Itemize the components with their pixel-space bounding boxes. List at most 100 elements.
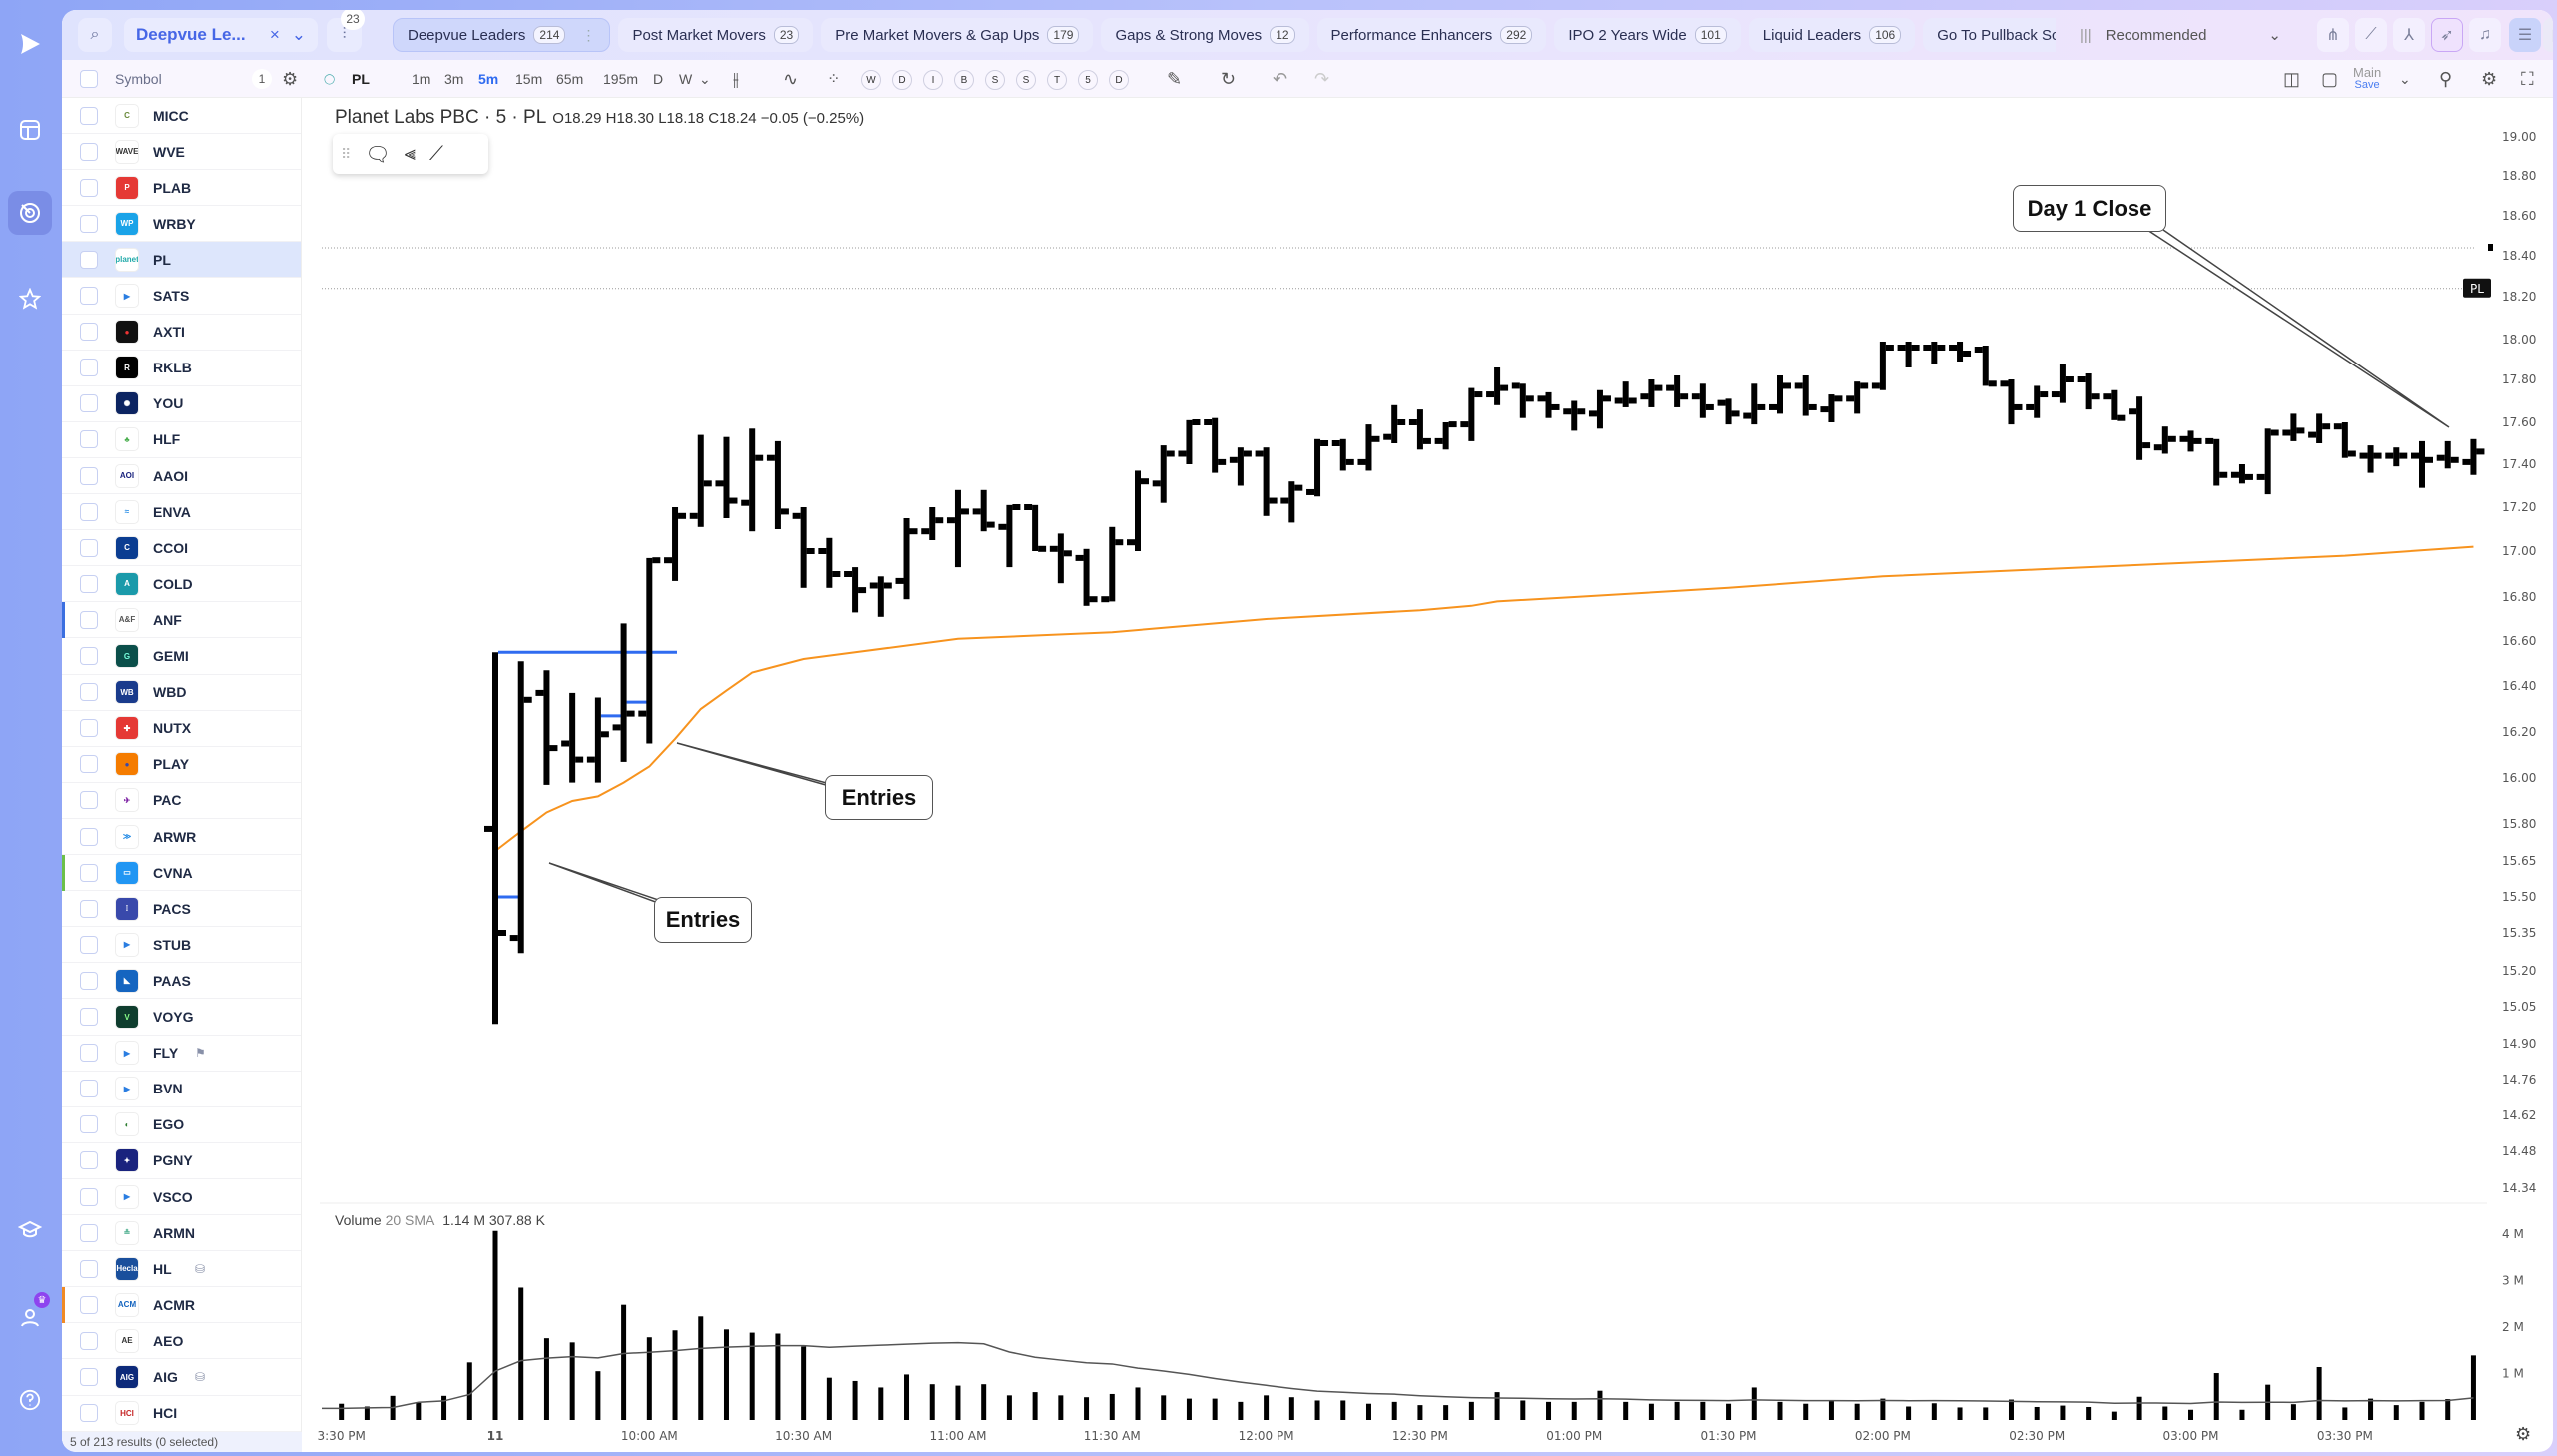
list-item-you[interactable]: ✺ YOU: [62, 386, 301, 422]
row-checkbox[interactable]: [80, 466, 98, 485]
tab-pre-market-movers-gap-ups[interactable]: Pre Market Movers & Gap Ups 179: [821, 18, 1094, 52]
database-icon[interactable]: ⛁: [195, 1370, 206, 1384]
row-checkbox[interactable]: [80, 1223, 98, 1242]
row-checkbox[interactable]: [80, 935, 98, 954]
list-item-micc[interactable]: C MICC: [62, 98, 301, 134]
radar-icon[interactable]: [8, 191, 52, 235]
play-logo-icon[interactable]: [8, 22, 52, 66]
interval-chevron-icon[interactable]: ⌄: [699, 70, 711, 87]
list-item-hci[interactable]: HCI HCI: [62, 1396, 301, 1432]
interval-D[interactable]: D: [653, 71, 664, 87]
row-checkbox[interactable]: [80, 1331, 98, 1350]
list-item-ego[interactable]: ◐ EGO: [62, 1107, 301, 1143]
list-item-aaoi[interactable]: AOI AAOI: [62, 458, 301, 494]
grid-view-icon[interactable]: ▦: [2543, 18, 2553, 52]
row-checkbox[interactable]: [80, 1187, 98, 1206]
tab-performance-enhancers[interactable]: Performance Enhancers 292: [1316, 18, 1547, 52]
layout-icon[interactable]: ◫: [2283, 68, 2301, 89]
study-button-5[interactable]: S: [1016, 70, 1036, 90]
list-item-vsco[interactable]: ▶ VSCO: [62, 1179, 301, 1215]
row-checkbox[interactable]: [80, 287, 98, 305]
refresh-icon[interactable]: ↻: [1221, 68, 1237, 89]
list-item-acmr[interactable]: ACM ACMR: [62, 1287, 301, 1324]
list-item-cold[interactable]: A COLD: [62, 566, 301, 603]
ticker-input[interactable]: PL: [352, 71, 370, 87]
list-item-enva[interactable]: ≈ ENVA: [62, 494, 301, 531]
clear-icon[interactable]: ×: [269, 25, 280, 44]
tab-post-market-movers[interactable]: Post Market Movers 23: [618, 18, 814, 52]
list-item-gemi[interactable]: G GEMI: [62, 639, 301, 675]
list-item-fly[interactable]: ▶ FLY ⚑: [62, 1036, 301, 1072]
annotation-entries-2[interactable]: Entries: [654, 897, 752, 943]
row-checkbox[interactable]: [80, 683, 98, 702]
list-item-paas[interactable]: ◣ PAAS: [62, 963, 301, 1000]
study-button-7[interactable]: 5: [1078, 70, 1098, 90]
row-checkbox[interactable]: [80, 610, 98, 629]
annotation-day-1-close[interactable]: Day 1 Close: [2013, 185, 2166, 232]
list-item-cvna[interactable]: ▭ CVNA: [62, 855, 301, 892]
interval-65m[interactable]: 65m: [556, 71, 584, 87]
study-button-8[interactable]: D: [1109, 70, 1129, 90]
row-checkbox[interactable]: [80, 178, 98, 197]
list-item-sats[interactable]: ▶ SATS: [62, 279, 301, 315]
graduation-cap-icon[interactable]: [8, 1208, 52, 1252]
row-checkbox[interactable]: [80, 250, 98, 269]
row-checkbox[interactable]: [80, 1151, 98, 1170]
undo-icon[interactable]: ↶: [1273, 68, 1288, 89]
study-button-2[interactable]: I: [923, 70, 943, 90]
list-item-stub[interactable]: ▶ STUB: [62, 927, 301, 964]
row-checkbox[interactable]: [80, 755, 98, 774]
bar-type-icon[interactable]: ⫲: [733, 68, 739, 89]
list-item-wrby[interactable]: WP WRBY: [62, 206, 301, 243]
layout-chevron-icon[interactable]: ⌄: [2399, 70, 2411, 87]
row-checkbox[interactable]: [80, 1404, 98, 1423]
study-button-0[interactable]: W: [861, 70, 881, 90]
interval-1m[interactable]: 1m: [412, 71, 431, 87]
row-checkbox[interactable]: [80, 214, 98, 233]
list-item-armn[interactable]: ≗ ARMN: [62, 1215, 301, 1252]
tab-liquid-leaders[interactable]: Liquid Leaders 106: [1748, 18, 1916, 52]
row-checkbox[interactable]: [80, 1295, 98, 1314]
share-icon[interactable]: ⋔: [2317, 18, 2349, 52]
study-button-4[interactable]: S: [985, 70, 1005, 90]
row-checkbox[interactable]: [80, 574, 98, 593]
row-checkbox[interactable]: [80, 827, 98, 846]
interval-5m[interactable]: 5m: [478, 71, 499, 87]
row-checkbox[interactable]: [80, 971, 98, 990]
row-checkbox[interactable]: [80, 430, 98, 449]
search-button[interactable]: ⌕: [78, 18, 112, 52]
row-checkbox[interactable]: [80, 647, 98, 665]
settings-gear-icon[interactable]: ⚙: [282, 68, 299, 89]
list-item-pgny[interactable]: ✦ PGNY: [62, 1143, 301, 1179]
list-item-wve[interactable]: WAVE WVE: [62, 134, 301, 171]
pane-settings-icon[interactable]: ⚙: [2515, 1424, 2532, 1444]
tab-go-to-pullback-scr[interactable]: Go To Pullback Scr: [1923, 18, 2056, 52]
row-checkbox[interactable]: [80, 863, 98, 882]
interval-15m[interactable]: 15m: [515, 71, 543, 87]
layout-grid-icon[interactable]: [8, 108, 52, 152]
annotation-entries-1[interactable]: Entries: [825, 775, 933, 820]
row-checkbox[interactable]: [80, 1080, 98, 1098]
star-icon[interactable]: [8, 277, 52, 321]
tab-deepvue-leaders[interactable]: Deepvue Leaders 214 ⋮: [393, 18, 611, 52]
study-button-6[interactable]: T: [1047, 70, 1067, 90]
templates-icon[interactable]: ⁘: [827, 71, 841, 88]
row-checkbox[interactable]: [80, 323, 98, 342]
row-checkbox[interactable]: [80, 359, 98, 377]
tab-ipo-2-years-wide[interactable]: IPO 2 Years Wide 101: [1554, 18, 1741, 52]
row-checkbox[interactable]: [80, 538, 98, 557]
symbol-column-header[interactable]: Symbol: [115, 71, 162, 87]
watchlist-select[interactable]: Deepvue Le... × ⌄: [124, 18, 318, 52]
interval-195m[interactable]: 195m: [603, 71, 639, 87]
row-checkbox[interactable]: [80, 394, 98, 413]
list-item-wbd[interactable]: WB WBD: [62, 675, 301, 711]
quick-search-icon[interactable]: ⚲: [2439, 68, 2453, 89]
row-checkbox[interactable]: [80, 719, 98, 738]
database-icon[interactable]: ⛁: [195, 1261, 206, 1276]
row-checkbox[interactable]: [80, 106, 98, 125]
list-item-axti[interactable]: ● AXTI: [62, 315, 301, 351]
row-checkbox[interactable]: [80, 1044, 98, 1063]
chart-settings-icon[interactable]: ⚙: [2481, 68, 2498, 89]
